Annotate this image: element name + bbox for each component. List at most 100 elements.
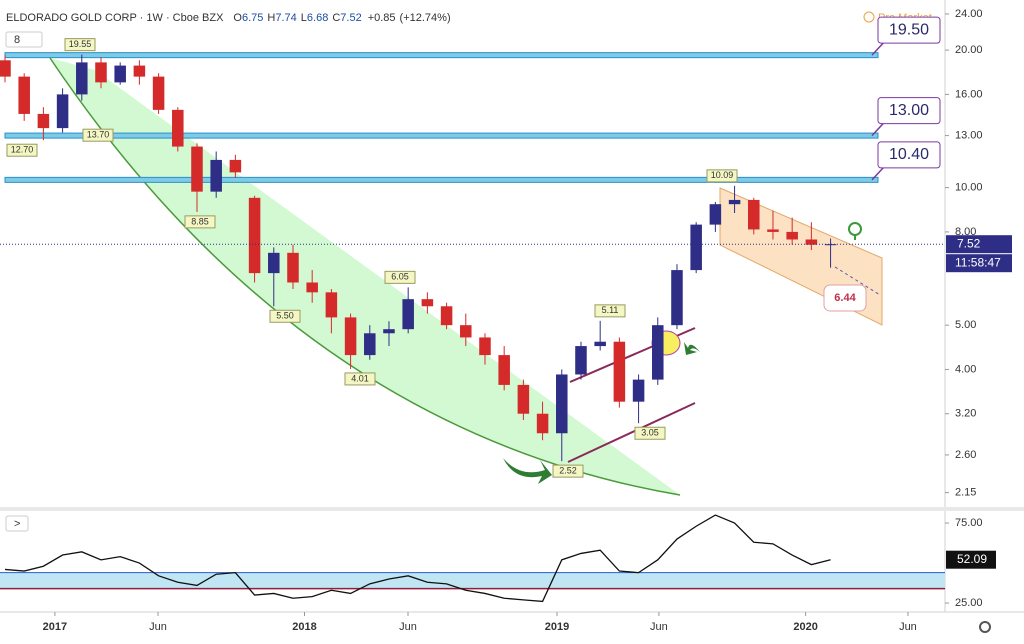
last-price-label: 7.52 [957, 236, 981, 250]
legend-header: ELDORADO GOLD CORP · 1W · Cboe BZX O6.75 H… [6, 12, 451, 24]
candle-body [229, 159, 242, 173]
pane-toggle[interactable]: > [5, 515, 29, 532]
ohlc-value: 7.52 [340, 12, 361, 24]
annotation-label: 4.01 [351, 373, 369, 383]
candle-body [748, 199, 760, 230]
y-tick-label: 75.00 [955, 517, 983, 529]
annotation-box [706, 169, 738, 183]
target-label: 6.44 [834, 292, 856, 304]
exchange: Cboe BZX [173, 12, 224, 24]
candle-body [728, 199, 741, 205]
rsi-band [0, 572, 945, 589]
level-callout [877, 97, 941, 125]
annotation-label: 6.05 [391, 272, 409, 282]
level-label: 19.50 [889, 21, 929, 38]
candle-body [479, 337, 491, 356]
annotation-label: 2.52 [559, 465, 577, 475]
countdown-box [946, 254, 1012, 273]
x-tick-label: Jun [650, 621, 668, 633]
annotation-label: 5.50 [276, 311, 294, 321]
ohlc-value: 6.75 [242, 12, 263, 24]
x-tick-label: 2018 [292, 621, 316, 633]
candle-body [172, 109, 184, 147]
annotation-box [344, 372, 376, 386]
annotation-label: 12.70 [11, 145, 34, 155]
candle-body [824, 244, 837, 246]
annotation-label: 19.55 [69, 39, 92, 49]
y-tick-label: 13.00 [955, 129, 983, 141]
ohlc-key: C [332, 12, 340, 24]
candle-body [805, 239, 818, 245]
candle-body [76, 62, 88, 95]
annotation-label: 13.70 [87, 130, 110, 140]
candle-body [671, 270, 683, 326]
y-tick-label: 20.00 [955, 44, 983, 56]
idea-icon [848, 222, 862, 240]
annotation-box [269, 309, 301, 323]
candle-body [0, 60, 11, 77]
level-line [4, 176, 879, 183]
candle-body [498, 355, 510, 385]
candle-body [287, 252, 299, 283]
level-line [4, 132, 879, 139]
rsi-last-box [946, 550, 996, 569]
candle-body [402, 299, 414, 330]
level-label: 10.40 [889, 146, 929, 163]
annotation-label: 10.09 [711, 170, 734, 180]
ohlc-key: H [267, 12, 275, 24]
candle-body [460, 325, 472, 338]
indicators-toggle[interactable]: 8 [5, 31, 43, 48]
last-price-box [946, 235, 1012, 254]
candle-body [114, 65, 126, 83]
candle-body [56, 94, 69, 129]
annotation-box [6, 143, 38, 157]
candle-body [344, 317, 357, 356]
candle-body [210, 159, 222, 192]
channel-line [567, 402, 696, 463]
candle-body [133, 65, 146, 77]
candle-body [517, 384, 530, 414]
change-pct: (+12.74%) [400, 12, 451, 24]
level-callout [877, 141, 941, 169]
candle-body [364, 333, 376, 356]
level-callout [877, 16, 941, 44]
candle-body [152, 76, 165, 110]
level-label: 13.00 [889, 102, 929, 119]
annotation-box [552, 464, 584, 478]
pane-toggle-label[interactable]: > [14, 518, 20, 530]
candle-body [786, 231, 798, 240]
annotation-label: 8.85 [191, 216, 209, 226]
candle-body [690, 224, 702, 271]
target-line [834, 266, 881, 296]
y-tick-label: 4.00 [955, 363, 976, 375]
x-tick-label: 2020 [793, 621, 817, 633]
candle-body [37, 113, 50, 129]
y-tick-label: 5.00 [955, 319, 976, 331]
target-callout [823, 284, 867, 312]
annotation-box [82, 128, 114, 142]
candle-body [95, 62, 107, 83]
rsi-last-label: 52.09 [957, 552, 987, 566]
status-icon [863, 11, 875, 23]
y-tick-label: 25.00 [955, 597, 983, 609]
candle-body [575, 346, 587, 375]
y-tick-label: 2.60 [955, 449, 976, 461]
candle-body [18, 76, 30, 114]
indicator-count[interactable]: 8 [14, 34, 20, 46]
candle-body [652, 325, 664, 380]
annotation-box [634, 426, 666, 440]
candle-body [306, 282, 318, 293]
x-tick-label: Jun [399, 621, 417, 633]
candle-body [767, 229, 779, 232]
arrow-icon [503, 458, 552, 484]
candle-body [536, 413, 549, 434]
settings-button[interactable] [979, 621, 991, 633]
rsi-line [4, 514, 831, 603]
level-line [4, 52, 879, 59]
annotation-label: 5.11 [602, 305, 619, 315]
y-tick-label: 3.20 [955, 408, 976, 420]
y-tick-label: 10.00 [955, 182, 983, 194]
candle-body [709, 204, 722, 225]
